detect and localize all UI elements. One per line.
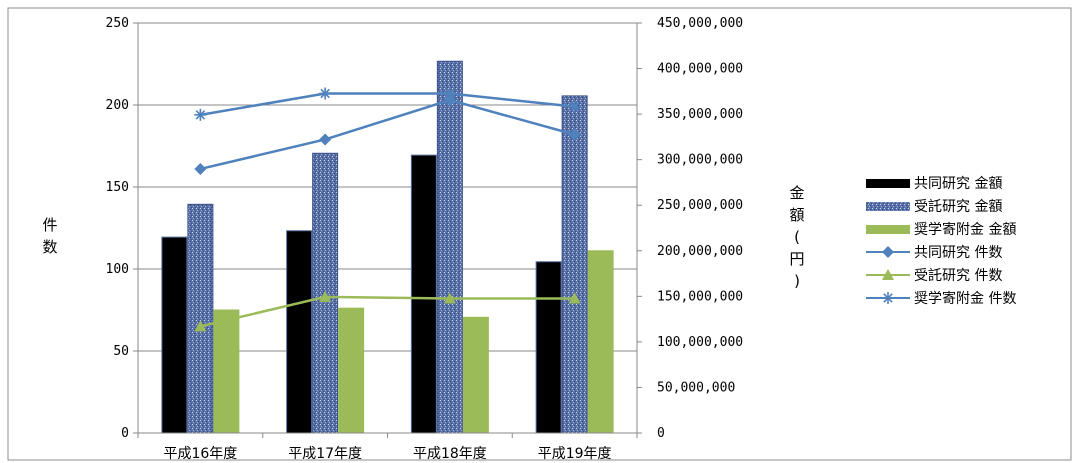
legend-label: 受託研究 金額 [914, 199, 1002, 215]
left-tick-label: 150 [106, 180, 129, 195]
left-tick-label: 0 [121, 426, 129, 441]
axis-title-char: 数 [42, 238, 57, 256]
right-tick-label: 200,000,000 [657, 244, 743, 259]
line-1 [200, 98, 575, 171]
point-3-4 [568, 100, 581, 113]
axis-title-char: ( [794, 228, 800, 246]
bar-2-3 [436, 60, 463, 434]
axis-title-char: 件 [42, 216, 57, 234]
bars [161, 60, 614, 434]
legend-marker [882, 292, 894, 304]
bar-3-1 [213, 309, 240, 434]
legend-marker [882, 269, 894, 280]
right-tick-label: 150,000,000 [657, 289, 743, 304]
axis-title-char: 円 [789, 250, 804, 268]
line-2 [200, 295, 575, 328]
legend-label: 奨学寄附金 件数 [914, 290, 1016, 307]
legend-item-2: 受託研究 金額 [866, 199, 1002, 215]
bar-1-3 [410, 154, 437, 434]
point-1-4 [568, 128, 581, 141]
legend-label: 共同研究 金額 [914, 176, 1002, 192]
right-tick-label: 0 [657, 426, 665, 441]
point-2-3 [443, 292, 456, 304]
legend-swatch [866, 225, 910, 234]
axis-title-char: ) [794, 272, 800, 290]
point-2-1 [194, 320, 207, 332]
legend-marker [882, 246, 894, 258]
legend-item-5: 受託研究 件数 [866, 268, 1002, 284]
legend-item-4: 共同研究 件数 [866, 245, 1002, 261]
legend-label: 奨学寄附金 金額 [914, 221, 1016, 238]
axis-title-char: 額 [789, 206, 804, 224]
right-tick-label: 400,000,000 [657, 62, 743, 77]
legend-swatch [866, 179, 910, 188]
right-tick-label: 450,000,000 [657, 16, 743, 31]
right-tick-label: 350,000,000 [657, 107, 743, 122]
point-2-2 [319, 290, 332, 302]
point-1-1 [194, 162, 207, 175]
category-label: 平成18年度 [413, 446, 487, 462]
right-tick-label: 100,000,000 [657, 335, 743, 350]
bar-3-2 [338, 307, 365, 434]
legend-label: 受託研究 件数 [914, 268, 1002, 284]
line-3 [200, 92, 575, 117]
left-tick-label: 200 [106, 98, 129, 113]
legend-item-6: 奨学寄附金 件数 [866, 290, 1016, 307]
point-3-3 [443, 87, 456, 100]
left-tick-label: 50 [113, 344, 129, 359]
bar-2-4 [561, 95, 588, 434]
right-tick-label: 250,000,000 [657, 198, 743, 213]
point-3-1 [194, 108, 207, 121]
axes: 0 50 100 150 200 250 0 50,000,000 100,000,000 150… [106, 16, 744, 462]
category-label: 平成17年度 [288, 446, 362, 462]
legend-label: 共同研究 件数 [914, 245, 1002, 261]
bar-1-1 [161, 236, 188, 434]
right-axis-title: 金額 ( 円) [789, 184, 804, 290]
bar-3-3 [462, 316, 489, 434]
point-1-2 [319, 133, 332, 146]
point-2-4 [568, 292, 581, 304]
point-3-2 [319, 87, 332, 100]
legend-item-3: 奨学寄附金 金額 [866, 221, 1016, 238]
axis-title-char: 金 [789, 184, 804, 202]
bar-1-2 [286, 230, 313, 434]
right-tick-label: 50,000,000 [657, 380, 735, 395]
bar-3-4 [587, 250, 614, 434]
left-tick-label: 250 [106, 16, 129, 31]
category-label: 平成16年度 [163, 446, 237, 462]
legend-swatch [866, 202, 910, 211]
bar-2-1 [187, 203, 214, 434]
legend-item-1: 共同研究 金額 [866, 176, 1002, 192]
bar-1-4 [535, 261, 562, 434]
left-axis-title: 件数 [42, 216, 57, 256]
left-tick-label: 100 [106, 262, 129, 277]
category-label: 平成19年度 [538, 446, 612, 462]
lines [194, 87, 581, 332]
right-tick-label: 300,000,000 [657, 153, 743, 168]
